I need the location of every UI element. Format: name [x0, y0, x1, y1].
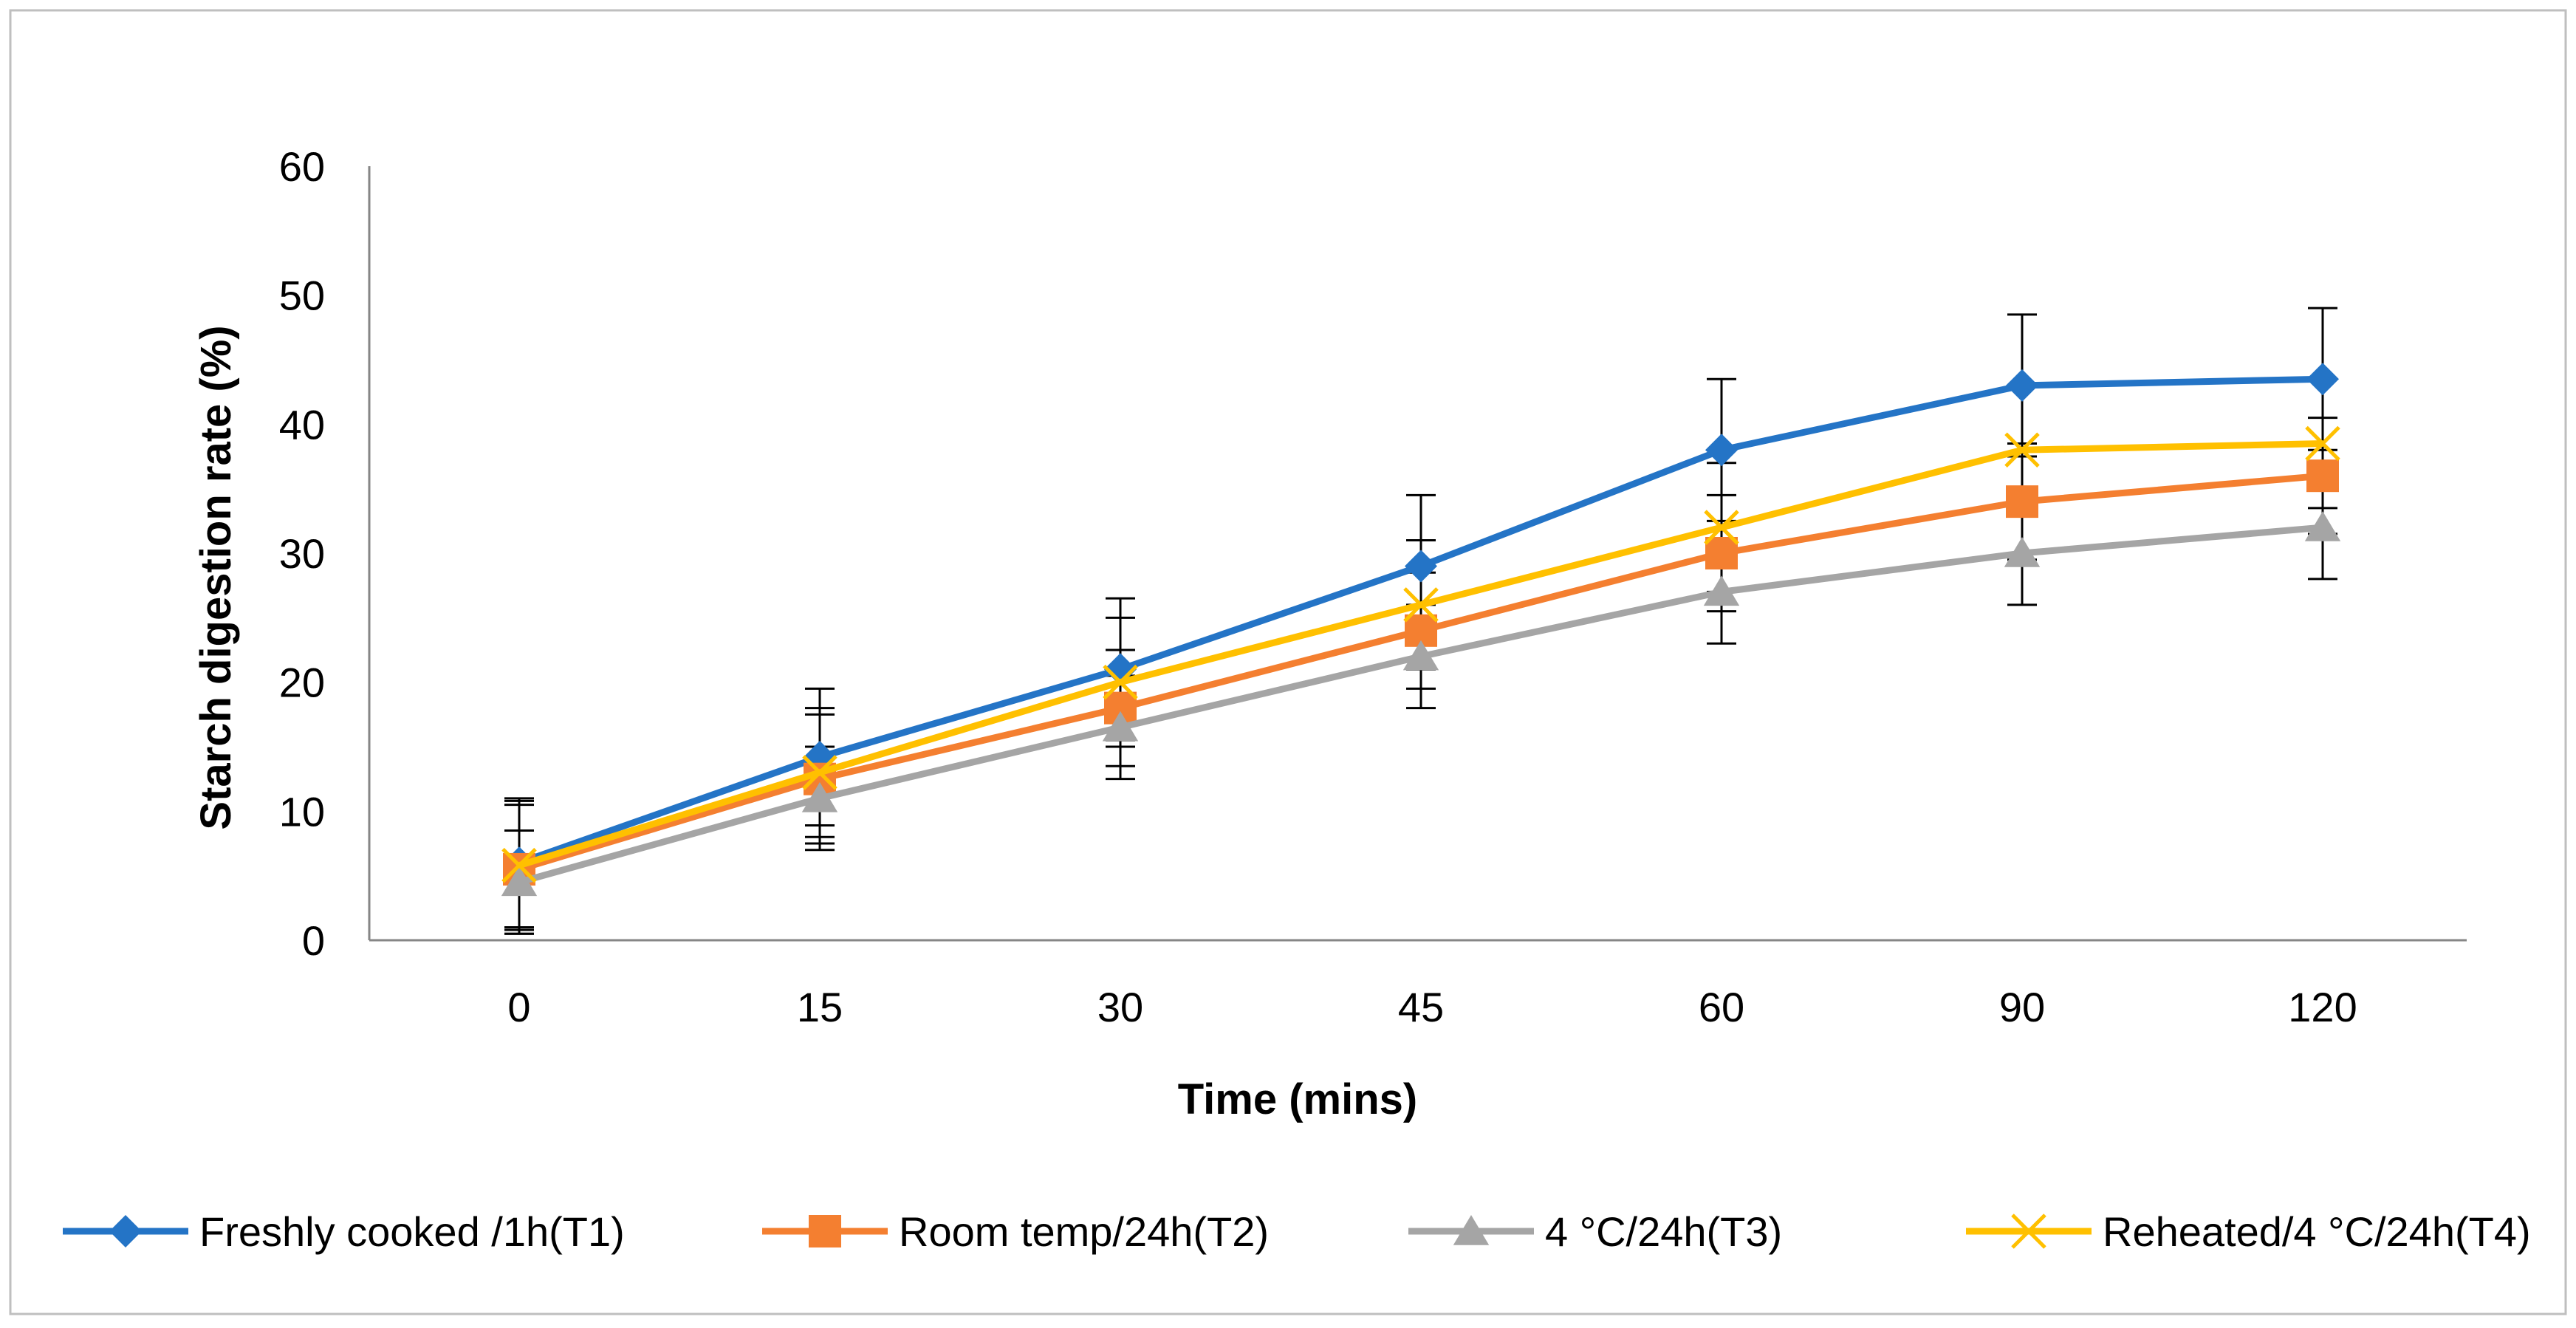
data-point-4	[2305, 425, 2340, 462]
data-point-1	[1405, 550, 1437, 583]
x-tick-label: 15	[797, 984, 843, 1030]
data-point-3	[1102, 711, 1139, 742]
x-tick-label: 0	[507, 984, 530, 1030]
data-point-2	[1705, 537, 1738, 569]
legend: Freshly cooked /1h(T1) Room temp/24h(T2) 4…	[63, 1208, 2531, 1255]
data-point-4	[2004, 432, 2040, 468]
x-tick-label: 45	[1398, 984, 1444, 1030]
legend-label: Freshly cooked /1h(T1)	[199, 1208, 625, 1255]
legend-marker	[809, 1215, 841, 1247]
y-tick-label: 10	[279, 788, 325, 835]
legend-label: Reheated/4 °C/24h(T4)	[2103, 1208, 2531, 1255]
data-point-4	[1704, 510, 1739, 545]
data-point-3	[2304, 511, 2341, 541]
y-tick-label: 50	[279, 273, 325, 319]
data-point-3	[1402, 640, 1439, 671]
x-tick-label: 60	[1699, 984, 1744, 1030]
legend-label: 4 °C/24h(T3)	[1545, 1208, 1782, 1255]
data-point-4	[1103, 664, 1138, 700]
data-point-3	[801, 781, 838, 812]
x-axis-title: Time (mins)	[1178, 1075, 1417, 1123]
y-tick-label: 20	[279, 660, 325, 706]
data-point-4	[802, 755, 837, 790]
y-tick-label: 60	[279, 143, 325, 190]
legend-marker	[109, 1215, 142, 1247]
y-axis-title: Starch digestion rate (%)	[192, 325, 240, 829]
y-tick-label: 0	[302, 917, 325, 964]
data-point-3	[1703, 575, 1740, 606]
data-point-4	[501, 847, 537, 883]
x-tick-label: 90	[1999, 984, 2045, 1030]
x-tick-label: 30	[1097, 984, 1143, 1030]
legend-label: Room temp/24h(T2)	[899, 1208, 1269, 1255]
data-point-2	[2006, 485, 2038, 518]
legend-marker	[2011, 1214, 2046, 1249]
data-point-1	[1705, 434, 1738, 467]
x-tick-label: 120	[2288, 984, 2357, 1030]
data-point-1	[2306, 363, 2339, 396]
data-point-2	[2306, 459, 2339, 493]
legend-marker	[1453, 1215, 1490, 1245]
data-point-1	[2006, 369, 2038, 402]
data-point-4	[1403, 587, 1439, 623]
y-tick-label: 30	[279, 530, 325, 577]
y-tick-label: 40	[279, 401, 325, 448]
data-point-3	[501, 866, 538, 897]
data-point-3	[2004, 537, 2041, 567]
plot-area: 0 10 20 30 40 50 60 0 15 30 45 60 90 120	[279, 143, 2467, 1030]
